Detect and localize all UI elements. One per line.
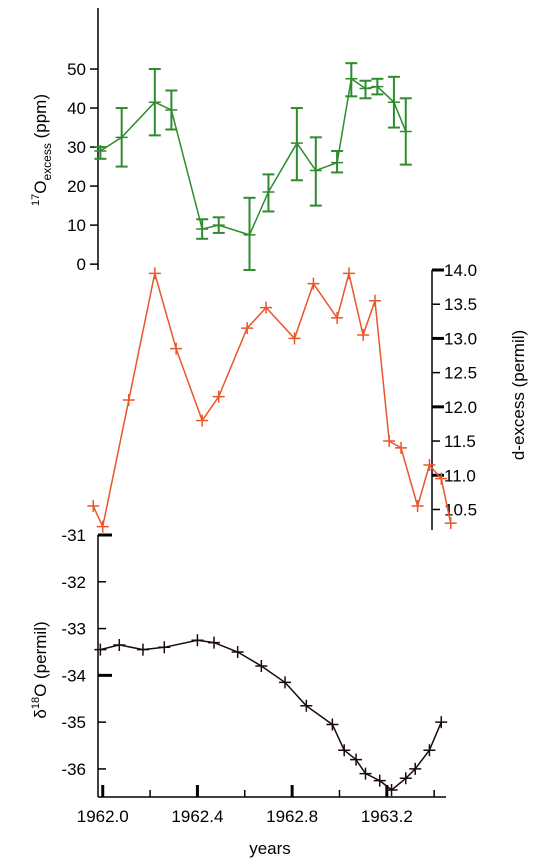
dexcess-data-point — [170, 342, 183, 355]
d18o-data-point — [255, 660, 268, 672]
dexcess-ytick-label: 11.0 — [444, 466, 476, 485]
dexcess-data-point — [260, 301, 273, 314]
o17-data-point — [243, 228, 256, 241]
dexcess-data-point — [395, 441, 408, 454]
dexcess-ytick-label: 12.5 — [444, 364, 477, 383]
d18o-data-point — [373, 774, 386, 787]
dexcess-data-point — [288, 332, 301, 345]
o17-ylabel-sup: 17 — [30, 194, 42, 206]
d18o-series-line — [100, 639, 442, 791]
dexcess-data-point — [331, 311, 344, 324]
dexcess-data-point — [383, 435, 396, 448]
d18o-data-point — [350, 753, 363, 766]
dexcess-data-point — [435, 472, 448, 485]
dexcess-data-point — [241, 322, 254, 335]
d18o-ylabel-sup: 18 — [30, 697, 42, 709]
d18o-axis-title: δ18O (permil) — [30, 621, 50, 718]
d18o-data-point — [208, 636, 220, 649]
d18o-panel: -36 -35 -34 -33 -32 -31 1962.0 1962.4 1962.8 1963… — [61, 526, 448, 826]
dexcess-data-point — [87, 500, 100, 513]
o17-excess-panel: 0 10 20 30 40 50 — [67, 8, 412, 274]
o17-data-point — [359, 82, 372, 95]
dexcess-ytick-label: 13.5 — [444, 295, 477, 314]
d18o-data-point — [300, 699, 313, 712]
o17-data-point — [196, 223, 209, 236]
x-tick-label: 1962.4 — [171, 807, 223, 826]
d18o-data-point — [279, 676, 292, 689]
dexcess-ytick-label: 12.0 — [444, 398, 477, 417]
o17-data-point — [399, 125, 412, 138]
d18o-data-point — [158, 641, 171, 654]
o17-data-point — [212, 219, 225, 232]
d18o-ylabel-pre: δ — [31, 709, 50, 718]
d-excess-panel: 10.5 11.0 11.5 12.0 12.5 13.0 13.5 14.0 — [87, 261, 477, 533]
o17-data-point — [345, 72, 358, 85]
dexcess-data-point — [368, 294, 381, 307]
d-excess-axis-title: d-excess (permil) — [509, 330, 528, 460]
o17-ytick-label: 0 — [77, 255, 86, 274]
o17-data-point — [262, 185, 275, 198]
d18o-data-point — [409, 762, 422, 775]
o17-data-point — [371, 80, 384, 93]
d18o-data-point — [231, 645, 244, 658]
o17-data-point — [331, 156, 344, 169]
o17-ytick-label: 40 — [67, 99, 86, 118]
o17-excess-axis-title: 17Oexcess (ppm) — [30, 94, 54, 206]
x-axis-title: years — [249, 839, 291, 858]
d18o-data-point — [359, 767, 372, 780]
dexcess-series-line — [92, 273, 452, 529]
o17-series-line — [99, 77, 407, 236]
dexcess-data-point — [307, 277, 320, 290]
dexcess-ytick-label: 13.0 — [444, 329, 477, 348]
d18o-ytick-label: -35 — [61, 713, 86, 732]
o17-data-point — [290, 137, 303, 150]
dexcess-data-point — [411, 500, 424, 513]
dexcess-data-point — [212, 390, 225, 403]
dexcess-data-point — [148, 267, 161, 280]
x-tick-label: 1962.8 — [266, 807, 318, 826]
o17-ylabel-unit: (ppm) — [31, 94, 50, 143]
d18o-ylabel-main: O (permil) — [31, 621, 50, 697]
dexcess-data-point — [196, 414, 209, 427]
d18o-data-point — [326, 718, 339, 731]
d18o-data-point — [136, 643, 149, 656]
d18o-ytick-label: -33 — [61, 620, 86, 639]
d18o-data-point — [423, 744, 436, 757]
o17-data-point — [387, 96, 400, 109]
d18o-ytick-label: -34 — [61, 666, 86, 685]
o17-ylabel-sub: excess — [40, 143, 54, 180]
o17-ytick-label: 10 — [67, 216, 86, 235]
dexcess-data-point — [96, 520, 109, 533]
o17-ytick-label: 50 — [67, 60, 86, 79]
x-tick-label: 1962.0 — [77, 807, 129, 826]
o17-ylabel-main: O — [31, 181, 50, 194]
d18o-ytick-label: -36 — [61, 760, 86, 779]
d18o-data-point — [113, 638, 126, 651]
d18o-data-point — [435, 716, 448, 729]
x-tick-label: 1963.2 — [361, 807, 413, 826]
o17-data-point — [115, 131, 128, 144]
d18o-data-point — [191, 634, 204, 647]
dexcess-ytick-label: 10.5 — [444, 500, 477, 519]
d18o-ytick-label: -31 — [61, 526, 86, 545]
o17-ytick-label: 30 — [67, 138, 86, 157]
d18o-data-point — [399, 772, 412, 785]
dexcess-data-point — [423, 459, 436, 471]
o17-data-point — [94, 144, 107, 157]
dexcess-ytick-label: 14.0 — [444, 261, 477, 280]
d18o-data-point — [94, 643, 107, 656]
o17-data-point — [165, 104, 178, 116]
dexcess-ytick-label: 11.5 — [444, 432, 476, 451]
dexcess-data-point — [122, 394, 135, 406]
d18o-data-point — [338, 744, 351, 757]
d18o-data-point — [385, 783, 398, 796]
o17-data-point — [148, 96, 161, 109]
dexcess-data-point — [357, 329, 370, 341]
o17-data-point — [309, 164, 322, 177]
o17-ytick-label: 20 — [67, 177, 86, 196]
dexcess-data-point — [444, 517, 457, 530]
d18o-ytick-label: -32 — [61, 573, 86, 592]
dexcess-data-point — [342, 267, 355, 280]
